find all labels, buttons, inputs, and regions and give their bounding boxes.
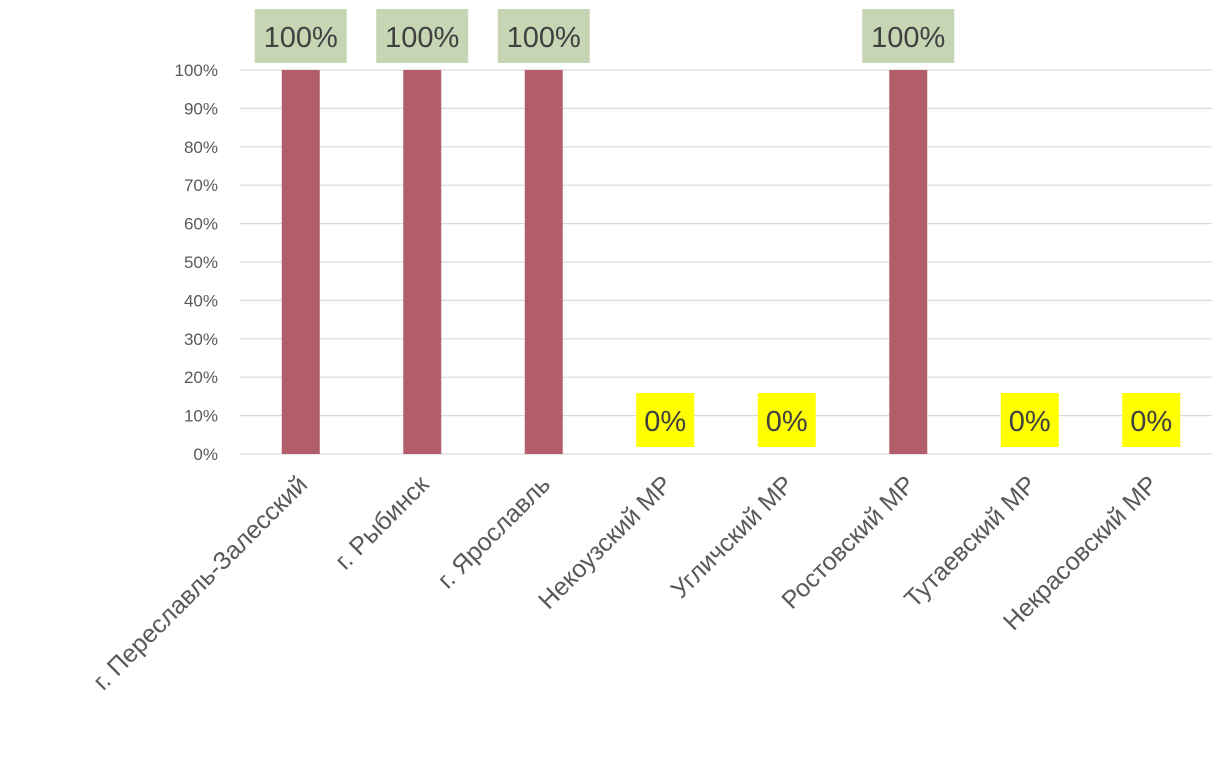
data-label-text: 0% (644, 406, 686, 438)
data-label: 0% (636, 393, 695, 447)
x-category-label: г. Рыбинск (330, 470, 435, 575)
data-label-text: 0% (1130, 406, 1172, 438)
data-label: 0% (1122, 393, 1181, 447)
bar (889, 70, 928, 454)
data-label-text: 100% (871, 22, 945, 54)
data-label-background (1000, 393, 1059, 447)
data-label-background (1122, 393, 1181, 447)
data-label-text: 100% (264, 22, 338, 54)
data-label-background (757, 393, 816, 447)
y-tick-label: 10% (184, 407, 218, 426)
data-label-text: 0% (766, 406, 808, 438)
data-label: 100% (862, 9, 955, 63)
x-category-label: Некоузский МР (533, 470, 677, 614)
data-label: 100% (497, 9, 590, 63)
x-category-label: г. Переславль-Залесский (88, 470, 313, 695)
data-label-text: 0% (1009, 406, 1051, 438)
x-category-label: Тутаевский МР (899, 470, 1042, 613)
y-tick-label: 60% (184, 215, 218, 234)
bar (281, 70, 320, 454)
gridlines (240, 69, 1212, 455)
y-tick-label: 40% (184, 291, 218, 310)
data-label-background (376, 9, 469, 63)
bars (281, 70, 928, 454)
y-tick-label: 80% (184, 138, 218, 157)
y-tick-label: 90% (184, 99, 218, 118)
data-label: 100% (376, 9, 469, 63)
data-label-background (254, 9, 347, 63)
x-category-label: Угличский МР (666, 470, 799, 603)
x-category-label: г. Ярославль (432, 470, 556, 594)
y-tick-label: 30% (184, 330, 218, 349)
data-label-background (636, 393, 695, 447)
y-tick-label: 50% (184, 253, 218, 272)
y-axis-tick-labels: 0% 10% 20% 30% 40% 50% 60% 70% 80% 90% 100% (175, 61, 218, 464)
data-label-text: 100% (385, 22, 459, 54)
y-tick-label: 20% (184, 368, 218, 387)
data-labels: 100% 100% 100% 0% 0% 100% 0% 0% (254, 9, 1181, 447)
data-label-background (862, 9, 955, 63)
bar (524, 70, 563, 454)
y-tick-label: 100% (175, 61, 218, 80)
data-label-background (497, 9, 590, 63)
bar (403, 70, 442, 454)
data-label: 0% (1000, 393, 1059, 447)
y-tick-label: 70% (184, 176, 218, 195)
y-tick-label: 0% (193, 445, 218, 464)
data-label-text: 100% (507, 22, 581, 54)
data-label: 100% (254, 9, 347, 63)
data-label: 0% (757, 393, 816, 447)
